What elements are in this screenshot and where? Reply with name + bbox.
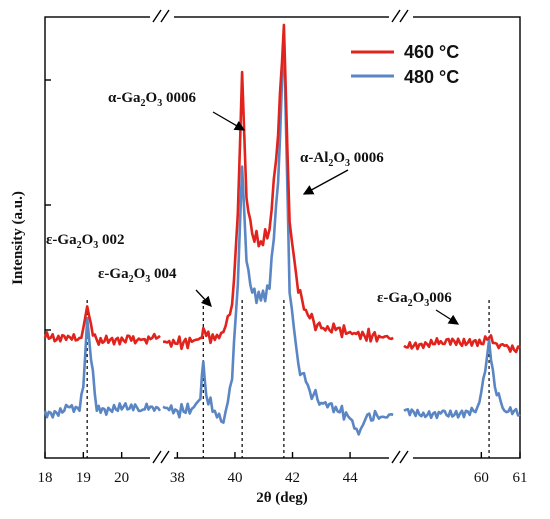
annotation-eps006: ε-Ga2O3006: [377, 290, 452, 309]
annotation-eps002: ε-Ga2O3 002: [46, 232, 125, 251]
y-axis-title: Intensity (a.u.): [10, 191, 26, 285]
plot-frame: [44, 16, 521, 459]
annotation-arrow-al0006: [302, 169, 349, 195]
x-tick-label: 19: [76, 470, 91, 486]
series-480-segment-2: [403, 338, 521, 420]
x-axis-title: 2θ (deg): [256, 490, 308, 506]
axis-break-bottom-left: [150, 450, 174, 464]
annotation-arrow-eps006: [435, 309, 460, 325]
x-tick-label: 60: [474, 470, 489, 486]
x-tick-label: 44: [343, 470, 359, 486]
series-480-segment-0: [43, 316, 162, 419]
x-tick-label: 40: [227, 470, 242, 486]
legend-label-480: 480 °C: [404, 67, 459, 87]
annotation-eps004: ε-Ga2O3 004: [98, 266, 177, 285]
x-tick-label: 20: [114, 470, 129, 486]
series-460-segment-1: [162, 23, 394, 351]
annotation-arrow-eps004: [195, 289, 212, 307]
x-tick-label: 38: [170, 470, 185, 486]
y-axis-ticks: [45, 79, 51, 331]
series-480-segment-1: [162, 31, 394, 436]
axis-break-bottom-right: [389, 450, 413, 464]
series-460-segment-2: [403, 334, 521, 354]
annotation-alpha0006: α-Ga2O3 0006: [108, 90, 196, 109]
axis-break-top-left: [150, 9, 174, 23]
legend-label-460: 460 °C: [404, 42, 459, 62]
x-tick-label: 18: [38, 470, 53, 486]
axis-break-top-right: [389, 9, 413, 23]
legend: 460 °C 480 °C: [351, 42, 459, 87]
x-tick-label: 42: [285, 470, 300, 486]
annotation-al0006: α-Al2O3 0006: [300, 150, 384, 169]
annotation-arrow-alpha0006: [212, 111, 246, 131]
series-460-segment-0: [43, 305, 161, 346]
x-tick-label: 61: [513, 470, 528, 486]
